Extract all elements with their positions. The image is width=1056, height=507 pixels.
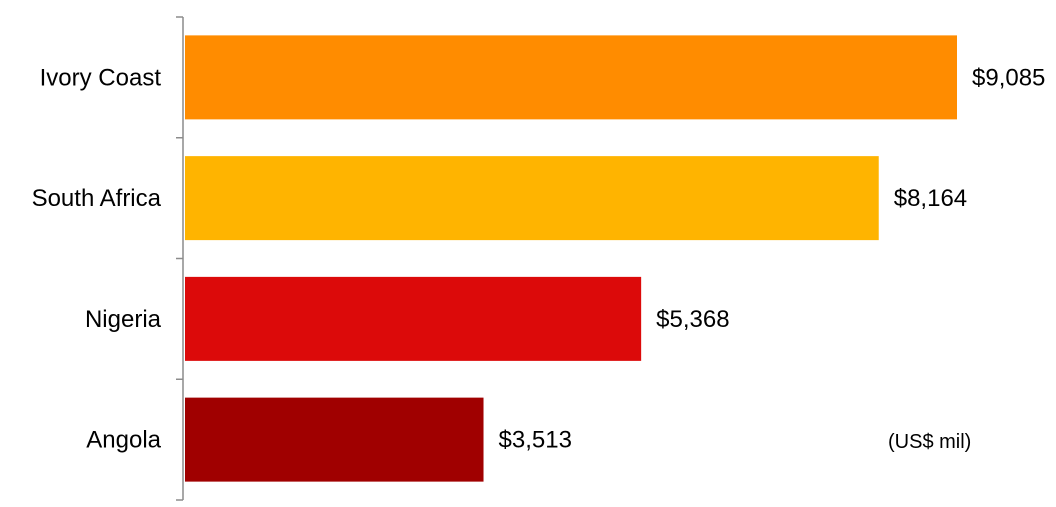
category-label: South Africa <box>32 185 162 212</box>
unit-note: (US$ mil) <box>888 431 971 453</box>
category-label: Ivory Coast <box>40 64 162 91</box>
bar-south-africa <box>185 156 879 241</box>
value-label: $9,085 <box>972 64 1045 91</box>
category-label: Nigeria <box>85 306 162 333</box>
category-axis <box>176 16 184 501</box>
bars-layer <box>185 35 957 482</box>
bar-ivory-coast <box>185 35 957 120</box>
bar-angola <box>185 397 484 482</box>
category-label: Angola <box>86 427 161 454</box>
value-label: $3,513 <box>499 427 572 454</box>
labels-layer: Ivory Coast $9,085 South Africa $8,164 Niger… <box>32 64 1046 453</box>
value-label: $5,368 <box>656 306 729 333</box>
value-label: $8,164 <box>894 185 967 212</box>
bar-nigeria <box>185 276 642 361</box>
